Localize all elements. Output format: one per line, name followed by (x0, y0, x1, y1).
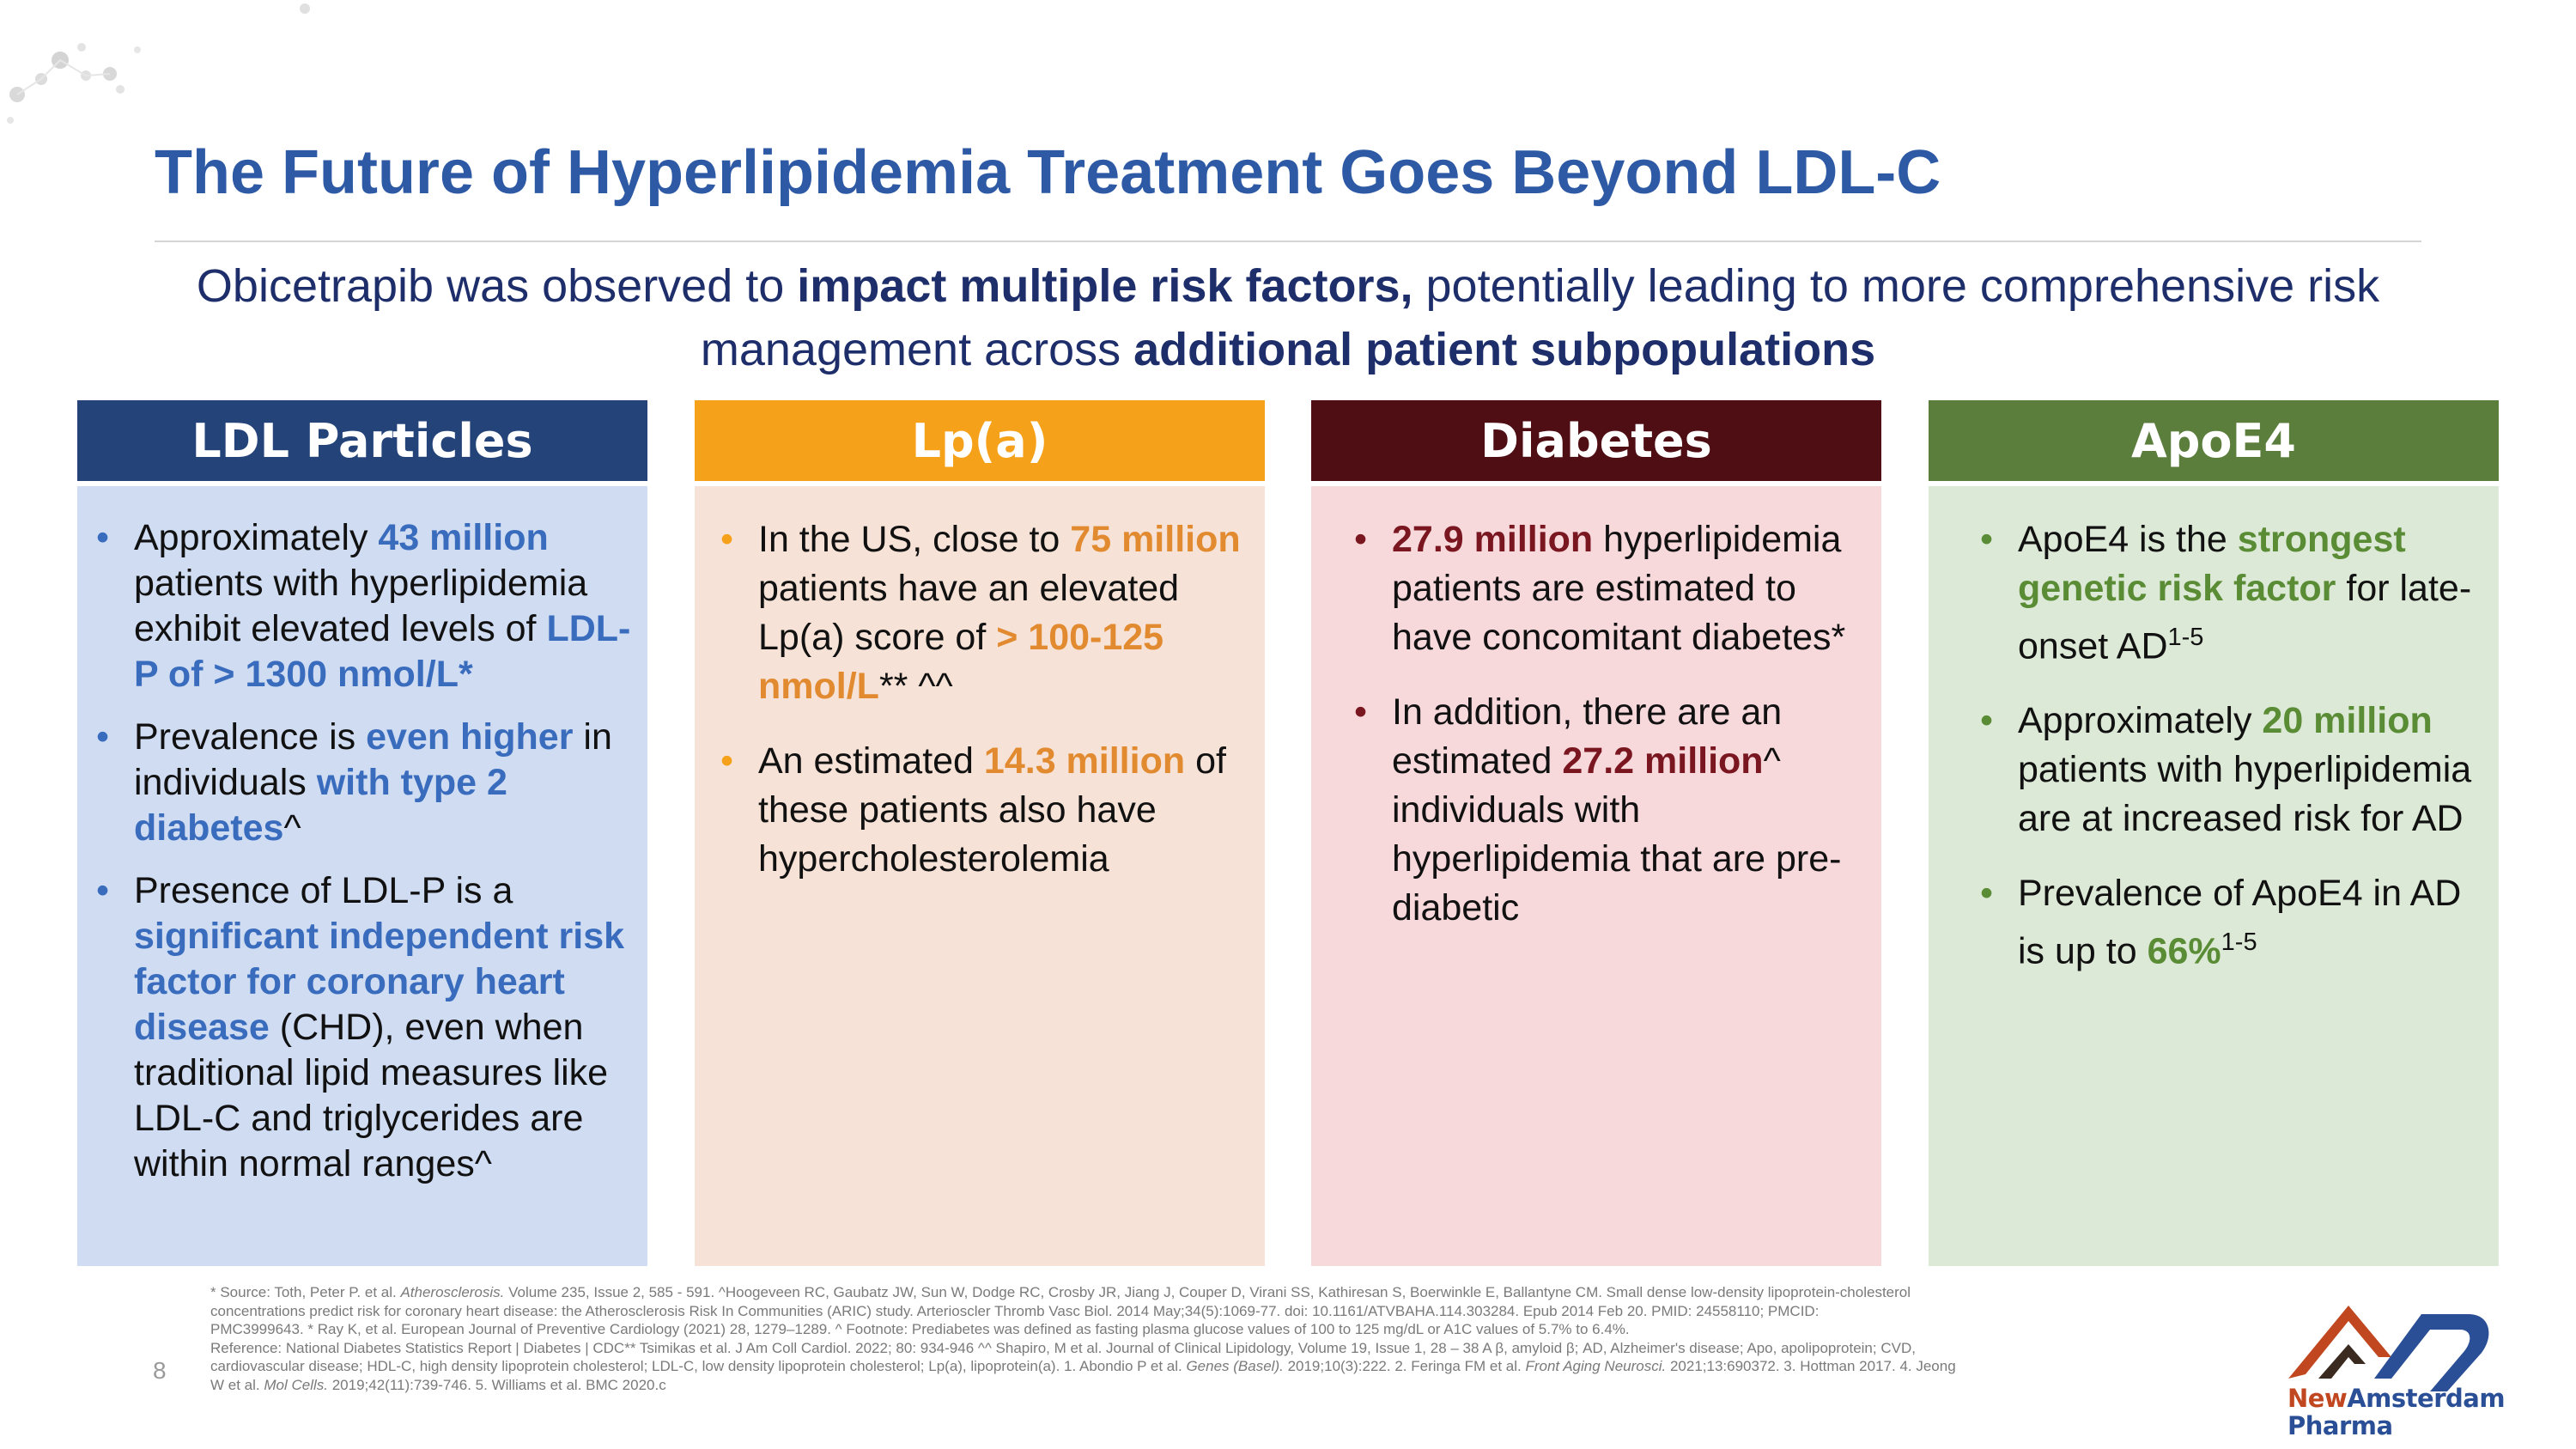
subtitle-bold-2: additional patient subpopulations (1133, 324, 1876, 375)
list-item: • ApoE4 is the strongest genetic risk fac… (1980, 515, 2487, 671)
column-title-apoe4: ApoE4 (2130, 413, 2296, 468)
column-lpa: Lp(a) • In the US, close to 75 million pa… (695, 400, 1265, 1266)
newamsterdam-logo-icon (2288, 1306, 2489, 1391)
column-header-ldl: LDL Particles (77, 400, 647, 481)
highlight: 75 million (1070, 519, 1241, 560)
footnote-line: PMC3999643. * Ray K, et al. European Jou… (210, 1321, 1630, 1337)
footnotes: * Source: Toth, Peter P. et al. Atherosc… (210, 1283, 2065, 1394)
column-title-ldl: LDL Particles (191, 413, 533, 468)
column-apoe4: ApoE4 • ApoE4 is the strongest genetic ri… (1929, 400, 2499, 1266)
highlight: 27.9 million (1392, 519, 1594, 560)
page-number: 8 (153, 1357, 167, 1384)
list-item: • Approximately 43 million patients with … (96, 517, 631, 695)
list-item: • Approximately 20 million patients with … (1980, 697, 2487, 843)
column-header-lpa: Lp(a) (695, 400, 1265, 481)
column-body-apoe4: • ApoE4 is the strongest genetic risk fac… (1929, 486, 2499, 1266)
superscript: 1-5 (2221, 928, 2257, 957)
highlight: even higher (366, 716, 574, 758)
page-title: The Future of Hyperlipidemia Treatment G… (155, 138, 1941, 207)
company-name: NewAmsterdam Pharma (2287, 1384, 2506, 1440)
bullet-list-apoe4: • ApoE4 is the strongest genetic risk fac… (1980, 515, 2487, 977)
footnote-line: cardiovascular disease; HDL-C, high dens… (210, 1358, 1956, 1374)
bullet-icon: • (720, 740, 734, 782)
list-item: • Prevalence of ApoE4 in AD is up to 66%1… (1980, 869, 2487, 976)
bullet-icon: • (96, 716, 110, 758)
bullet-icon: • (96, 870, 110, 911)
bullet-icon: • (720, 519, 734, 560)
column-header-apoe4: ApoE4 (1929, 400, 2499, 481)
highlight: 43 million (378, 517, 549, 558)
highlight: 20 million (2262, 700, 2433, 742)
highlight: 66% (2147, 930, 2221, 972)
subtitle-bold-1: impact multiple risk factors, (797, 260, 1413, 312)
column-body-diabetes: • 27.9 million hyperlipidemia patients ar… (1311, 486, 1881, 1266)
superscript: 1-5 (2167, 624, 2204, 651)
column-body-lpa: • In the US, close to 75 million patients… (695, 486, 1265, 1266)
bullet-icon: • (1980, 873, 1994, 915)
highlight: 14.3 million (983, 740, 1186, 782)
subtitle-text-2: potentially leading to more comprehensiv… (700, 260, 2380, 375)
highlight: > 100-125 nmol/L (758, 617, 1164, 707)
bullet-icon: • (96, 517, 110, 558)
list-item: • 27.9 million hyperlipidemia patients ar… (1354, 515, 1869, 662)
column-header-diabetes: Diabetes (1311, 400, 1881, 481)
list-item: • In addition, there are an estimated 27.… (1354, 688, 1869, 933)
bullet-list-ldl: • Approximately 43 million patients with … (96, 515, 637, 1187)
bullet-list-diabetes: • 27.9 million hyperlipidemia patients ar… (1354, 515, 1869, 933)
footnote-line: W et al. Mol Cells. 2019;42(11):739-746.… (210, 1376, 666, 1393)
highlight: with type 2 diabetes (134, 762, 507, 849)
subtitle: Obicetrapib was observed to impact multi… (129, 254, 2447, 381)
footnote-line: * Source: Toth, Peter P. et al. Atherosc… (210, 1284, 1911, 1300)
highlight: 27.2 million (1562, 740, 1764, 782)
column-body-ldl: • Approximately 43 million patients with … (77, 486, 647, 1266)
bullet-icon: • (1980, 519, 1994, 560)
list-item: • Prevalence is even higher in individual… (96, 716, 612, 849)
footnote-line: Reference: National Diabetes Statistics … (210, 1339, 1916, 1356)
subtitle-text-1: Obicetrapib was observed to (196, 260, 798, 312)
bullet-icon: • (1354, 519, 1368, 560)
decorative-dots (7, 3, 310, 124)
title-divider (155, 240, 2421, 242)
column-diabetes: Diabetes • 27.9 million hyperlipidemia pa… (1311, 400, 1881, 1266)
bullet-list-lpa: • In the US, close to 75 million patients… (720, 515, 1253, 884)
bullet-icon: • (1980, 700, 1994, 742)
bullet-icon: • (1354, 691, 1368, 733)
footnote-line: concentrations predict risk for coronary… (210, 1302, 1820, 1319)
highlight: LDL-P of > 1300 nmol/L* (134, 608, 631, 695)
highlight: significant independent risk factor for … (134, 916, 625, 1048)
column-ldl-particles: LDL Particles • Approximately 43 million … (77, 400, 647, 1266)
list-item: • An estimated 14.3 million of these pati… (720, 737, 1253, 884)
highlight: strongest genetic risk factor (2018, 519, 2406, 609)
list-item: • In the US, close to 75 million patients… (720, 515, 1253, 711)
list-item: • Presence of LDL-P is a significant inde… (96, 870, 625, 1184)
column-title-diabetes: Diabetes (1480, 413, 1712, 468)
column-title-lpa: Lp(a) (911, 413, 1048, 468)
